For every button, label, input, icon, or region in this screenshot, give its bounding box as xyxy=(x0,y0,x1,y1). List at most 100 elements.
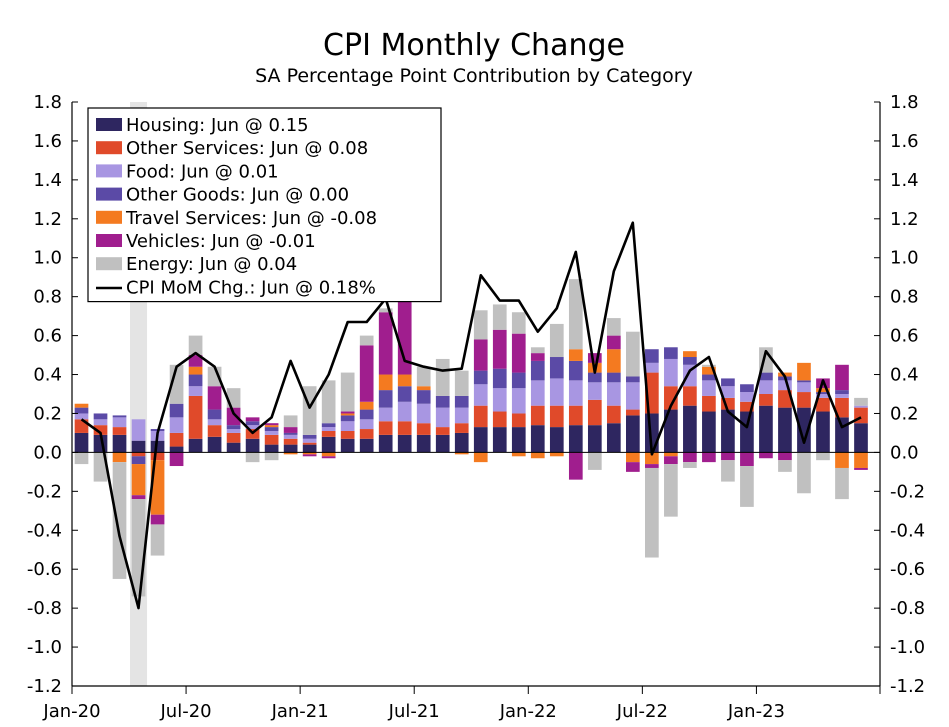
bar-other-services-aug-22 xyxy=(664,386,678,410)
bar-other-services-apr-20 xyxy=(131,452,146,457)
bar-other-goods-oct-22 xyxy=(702,374,716,381)
x-tick-label: Jul-20 xyxy=(160,701,212,722)
bar-vehicles-jun-20 xyxy=(169,452,184,467)
bar-food-nov-21 xyxy=(492,388,507,412)
bar-other-services-aug-21 xyxy=(435,427,450,435)
bar-energy-nov-21 xyxy=(492,304,507,330)
bar-housing-dec-20 xyxy=(283,444,298,453)
bar-other-services-may-20 xyxy=(150,452,165,461)
legend-swatch xyxy=(96,164,122,178)
bar-energy-oct-21 xyxy=(473,310,488,340)
legend-entry: Other Goods: Jun @ 0.00 xyxy=(126,185,349,206)
bar-energy-feb-23 xyxy=(778,460,792,472)
bar-food-jun-22 xyxy=(626,382,640,410)
bar-food-nov-20 xyxy=(264,430,279,435)
bar-energy-dec-21 xyxy=(511,312,526,334)
legend-entry: Energy: Jun @ 0.04 xyxy=(126,254,297,275)
bar-housing-aug-21 xyxy=(435,434,450,453)
bar-housing-dec-22 xyxy=(740,411,754,453)
bar-food-may-22 xyxy=(606,382,621,406)
bar-housing-jun-21 xyxy=(397,434,412,453)
bar-vehicles-jun-22 xyxy=(626,462,640,472)
bar-other-services-nov-21 xyxy=(492,411,507,428)
bar-other-goods-jul-20 xyxy=(188,374,203,387)
bar-energy-may-22 xyxy=(606,318,621,336)
bar-energy-aug-22 xyxy=(664,464,678,517)
bar-food-jul-21 xyxy=(416,403,431,424)
bar-travel-services-apr-20 xyxy=(131,464,146,496)
y-tick-label-right: 1.4 xyxy=(890,170,919,191)
bar-other-goods-may-22 xyxy=(606,372,621,383)
bar-other-goods-dec-21 xyxy=(511,372,526,389)
bar-other-services-dec-22 xyxy=(740,401,754,412)
bar-other-goods-dec-22 xyxy=(740,384,754,393)
bar-housing-apr-23 xyxy=(816,411,830,453)
bar-other-services-mar-23 xyxy=(797,392,811,408)
bar-vehicles-dec-21 xyxy=(511,333,526,373)
bar-energy-jul-20 xyxy=(188,335,203,356)
bar-food-may-23 xyxy=(835,394,849,398)
bar-other-services-dec-20 xyxy=(283,438,298,445)
bar-food-jun-20 xyxy=(169,417,184,433)
y-tick-label-left: 0.8 xyxy=(33,287,62,308)
bar-vehicles-jun-23 xyxy=(854,467,868,470)
bar-other-goods-apr-20 xyxy=(131,456,146,465)
bar-energy-oct-22 xyxy=(702,364,716,367)
bar-food-oct-22 xyxy=(702,380,716,396)
bar-housing-oct-22 xyxy=(702,411,716,453)
bar-housing-jan-20 xyxy=(74,432,89,453)
bar-vehicles-oct-22 xyxy=(702,452,716,463)
bar-food-apr-23 xyxy=(816,394,830,398)
bar-energy-sep-21 xyxy=(454,370,469,396)
bar-food-mar-20 xyxy=(112,417,127,428)
bar-energy-jan-20 xyxy=(74,452,89,465)
bar-other-goods-feb-21 xyxy=(321,423,336,428)
bar-food-jan-23 xyxy=(759,380,773,394)
legend-entry: Food: Jun @ 0.01 xyxy=(126,161,279,182)
bar-travel-services-oct-22 xyxy=(702,366,716,375)
bar-other-services-sep-21 xyxy=(454,423,469,433)
bar-food-jan-22 xyxy=(530,380,545,406)
bar-food-apr-22 xyxy=(587,382,602,400)
bar-travel-services-jun-23 xyxy=(854,452,868,468)
bar-housing-aug-20 xyxy=(207,436,222,453)
bar-housing-nov-21 xyxy=(492,427,507,453)
bar-other-services-jun-21 xyxy=(397,421,412,435)
bar-vehicles-nov-21 xyxy=(492,329,507,369)
bar-housing-jul-20 xyxy=(188,438,203,453)
y-tick-label-left: 0.2 xyxy=(33,403,62,424)
bar-food-may-21 xyxy=(378,407,393,422)
bar-other-services-aug-20 xyxy=(207,425,222,437)
bar-vehicles-may-22 xyxy=(606,335,621,350)
bar-other-goods-nov-21 xyxy=(492,368,507,389)
bar-travel-services-mar-23 xyxy=(797,362,811,381)
bar-vehicles-dec-20 xyxy=(283,427,298,433)
y-tick-label-right: -0.4 xyxy=(890,520,925,541)
bar-food-apr-20 xyxy=(131,419,146,441)
y-tick-label-right: -0.8 xyxy=(890,598,925,619)
bar-vehicles-nov-22 xyxy=(721,452,735,461)
bar-travel-services-may-23 xyxy=(835,452,849,468)
bar-housing-may-20 xyxy=(150,440,165,453)
bar-housing-jul-21 xyxy=(416,434,431,453)
bar-other-services-jan-22 xyxy=(530,405,545,426)
bar-travel-services-oct-21 xyxy=(473,452,488,463)
legend-swatch xyxy=(96,118,122,131)
legend-entry: Housing: Jun @ 0.15 xyxy=(126,115,309,136)
x-tick-label: Jan-20 xyxy=(42,701,100,722)
bar-travel-services-jul-20 xyxy=(188,366,203,375)
bar-energy-dec-22 xyxy=(740,466,754,507)
bar-energy-aug-21 xyxy=(435,358,450,396)
bar-housing-may-21 xyxy=(378,434,393,453)
bar-vehicles-jan-21 xyxy=(302,454,317,457)
bar-vehicles-sep-20 xyxy=(226,407,241,426)
bar-other-services-mar-21 xyxy=(340,430,355,439)
bar-housing-oct-21 xyxy=(473,427,488,453)
bar-other-services-jul-21 xyxy=(416,423,431,435)
y-tick-label-left: 1.8 xyxy=(33,92,62,113)
bar-other-goods-oct-21 xyxy=(473,370,488,385)
y-tick-label-left: 1.2 xyxy=(33,209,62,230)
bar-other-goods-mar-22 xyxy=(568,360,583,381)
y-tick-label-left: -0.6 xyxy=(27,559,62,580)
bar-energy-mar-22 xyxy=(568,279,583,350)
